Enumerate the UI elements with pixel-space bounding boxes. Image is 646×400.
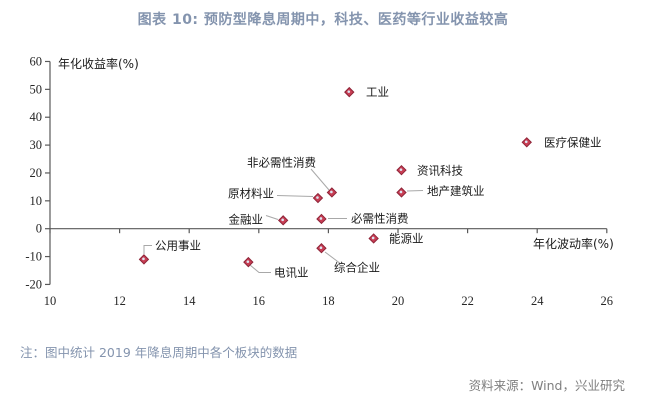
x-tick-label: 22: [461, 294, 474, 308]
data-point-glint: [524, 140, 528, 144]
leader-line: [143, 245, 152, 254]
leader-line: [310, 168, 330, 191]
y-tick-label: -10: [25, 250, 42, 264]
data-point-glint: [319, 217, 323, 220]
x-tick-label: 16: [253, 294, 266, 308]
leader-line: [324, 251, 342, 265]
y-tick-label: -20: [25, 277, 42, 291]
data-point-glint: [399, 190, 403, 194]
source-text: 资料来源：Wind，兴业研究: [468, 378, 625, 393]
data-point-glint: [281, 218, 284, 222]
data-point-glint: [319, 246, 323, 250]
x-tick-label: 20: [392, 294, 405, 308]
y-tick-label: 40: [30, 110, 43, 124]
data-point-label: 医疗保健业: [544, 136, 602, 150]
x-tick-label: 18: [322, 294, 335, 308]
data-point-glint: [142, 257, 145, 261]
y-tick-label: 30: [30, 138, 43, 152]
data-point-label: 原材料业: [228, 187, 274, 201]
x-axis-title: 年化波动率(%): [533, 236, 614, 251]
data-point-label: 必需性消费: [351, 212, 409, 226]
data-point-glint: [316, 196, 319, 199]
data-point-glint: [371, 236, 375, 240]
x-tick-label: 10: [44, 294, 57, 308]
chart-title: 图表 10: 预防型降息周期中，科技、医药等行业收益较高: [137, 12, 509, 28]
y-tick-label: 20: [30, 166, 43, 180]
data-point-label: 资讯科技: [417, 164, 463, 178]
data-point-glint: [399, 168, 403, 171]
x-tick-label: 12: [113, 294, 126, 308]
data-point-label: 非必需性消费: [247, 156, 316, 170]
data-point-label: 公用事业: [155, 239, 201, 253]
y-axis-title: 年化收益率(%): [58, 56, 139, 71]
note-text: 注：图中统计 2019 年降息周期中各个板块的数据: [20, 345, 298, 360]
leader-line: [265, 215, 279, 220]
x-tick-label: 14: [183, 294, 196, 308]
data-point-glint: [347, 90, 351, 93]
leader-line: [406, 190, 424, 192]
data-point-glint: [330, 190, 333, 194]
y-tick-label: 10: [30, 194, 43, 208]
data-point-label: 地产建筑业: [427, 184, 485, 198]
leader-line: [276, 195, 314, 197]
data-point-label: 工业: [366, 85, 389, 99]
data-point-label: 金融业: [229, 213, 264, 227]
x-tick-label: 26: [601, 294, 614, 308]
data-point-label: 能源业: [389, 232, 424, 246]
y-tick-label: 0: [36, 222, 42, 236]
leader-line: [249, 264, 271, 273]
data-point-label: 电讯业: [274, 266, 309, 280]
data-point-glint: [246, 260, 250, 263]
y-tick-label: 50: [30, 82, 43, 96]
x-tick-label: 24: [531, 294, 544, 308]
data-point-label: 综合企业: [334, 261, 380, 275]
y-tick-label: 60: [30, 54, 43, 68]
